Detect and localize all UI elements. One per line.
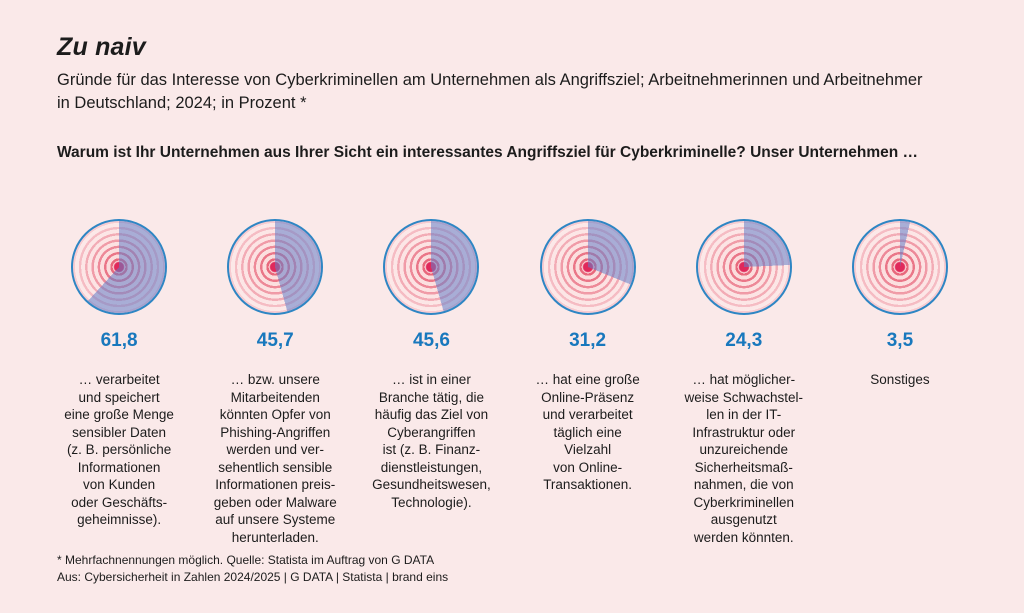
pie-value: 61,8 [100, 330, 138, 351]
pie-value: 31,2 [569, 330, 607, 351]
survey-question: Warum ist Ihr Unternehmen aus Ihrer Sich… [57, 144, 919, 161]
pie-slice [229, 221, 322, 313]
pie-slice [541, 221, 634, 313]
pie-value: 45,7 [256, 330, 294, 351]
source-note-line2: Aus: Cybersicherheit in Zahlen 2024/2025… [57, 569, 449, 584]
chart-subtitle: Gründe für das Interesse von Cyberkrimin… [57, 71, 923, 112]
target-pie-chart [71, 219, 168, 315]
target-pie-chart [851, 219, 948, 315]
pie-value: 24,3 [725, 330, 763, 351]
pie-slice [73, 221, 166, 313]
pie-slice [385, 221, 478, 313]
chart-column: 24,3 … hat möglicher- weise Schwachstel-… [670, 219, 818, 546]
pie-description: … bzw. unsere Mitarbeitenden könnten Opf… [213, 372, 337, 545]
target-pie-chart [695, 219, 792, 315]
page-title: Zu naiv [57, 33, 146, 61]
chart-column: 3,5 Sonstiges [826, 219, 974, 546]
chart-column: 45,6 … ist in einer Branche tätig, die h… [357, 219, 505, 546]
pie-value: 45,6 [412, 330, 450, 351]
pie-description: … hat möglicher- weise Schwachstel- len … [684, 372, 804, 545]
chart-column: 45,7 … bzw. unsere Mitarbeitenden könnte… [201, 219, 349, 546]
source-note: * Mehrfachnennungen möglich. Quelle: Sta… [57, 552, 448, 585]
target-pie-chart [383, 219, 480, 315]
pie-description: Sonstiges [870, 372, 930, 387]
chart-row: 61,8 … verarbeitet und speichert eine gr… [45, 219, 974, 546]
pie-value: 3,5 [886, 330, 914, 351]
pie-description: … ist in einer Branche tätig, die häufig… [372, 372, 491, 510]
target-pie-chart [539, 219, 636, 315]
pie-slice [697, 221, 790, 313]
chart-column: 31,2 … hat eine große Online-Präsenz und… [514, 219, 662, 546]
pie-description: … verarbeitet und speichert eine große M… [64, 372, 174, 527]
chart-column: 61,8 … verarbeitet und speichert eine gr… [45, 219, 193, 546]
target-pie-chart [227, 219, 324, 315]
pie-slice [853, 221, 946, 313]
pie-description: … hat eine große Online-Präsenz und vera… [535, 372, 640, 492]
source-note-line1: * Mehrfachnennungen möglich. Quelle: Sta… [57, 553, 435, 567]
